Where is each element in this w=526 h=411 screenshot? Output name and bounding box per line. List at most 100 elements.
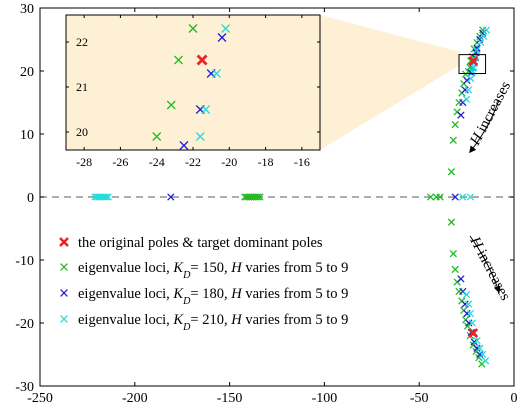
inset-data-point-kd180	[217, 33, 227, 42]
data-point-kd180	[451, 193, 459, 201]
inset-data-points	[152, 24, 231, 150]
data-point-kd180	[457, 275, 465, 283]
lower-increase-arrow	[469, 235, 501, 294]
zoom-region-box	[458, 54, 487, 75]
inset-y-tick-label: 22	[76, 35, 88, 49]
inset-data-point-original-pole	[196, 54, 208, 66]
zoom-connector	[320, 15, 460, 150]
inset-y-tick-label: 20	[76, 125, 88, 139]
y-tick-label: 0	[27, 191, 34, 206]
data-point-kd210	[476, 344, 484, 352]
data-point-kd210	[462, 95, 471, 104]
data-point-kd210	[466, 193, 475, 201]
inset-data-point-kd150	[174, 55, 183, 65]
legend-item-kd210: eigenvalue loci, KD= 210, H varies from …	[60, 312, 348, 333]
data-point-kd210	[473, 336, 481, 345]
lower-increase-label: H increases	[466, 233, 513, 303]
data-point-kd150	[451, 265, 459, 274]
legend-item-kd150: eigenvalue loci, KD= 150, H varies from …	[60, 260, 348, 281]
main-data-points	[91, 26, 491, 368]
legend-marker-kd180	[60, 289, 68, 297]
data-point-kd210	[459, 193, 467, 201]
data-point-kd150	[447, 218, 456, 226]
legend-label-kd210: eigenvalue loci, KD= 210, H varies from …	[78, 312, 348, 333]
data-point-kd210	[468, 319, 476, 327]
inset-data-point-kd210	[212, 69, 222, 78]
data-point-kd180	[167, 193, 175, 201]
data-point-kd210	[481, 357, 490, 365]
legend-label-kd180: eigenvalue loci, KD= 180, H varies from …	[78, 286, 348, 307]
data-point-kd210	[482, 26, 491, 34]
legend-label-original: the original poles & target dominant pol…	[78, 235, 323, 251]
legend-item-original: the original poles & target dominant pol…	[59, 235, 323, 251]
inset-axis-tick-labels: -28 -26 -24 -22 -20 -18 -16 20 21 22	[76, 35, 310, 169]
data-point-kd150	[256, 193, 264, 201]
inset-data-point-kd180	[179, 141, 189, 150]
inset-x-tick-label: -26	[112, 155, 128, 169]
inset-background	[65, 14, 321, 151]
y-tick-label: -20	[15, 317, 34, 332]
data-point-kd210	[104, 193, 112, 201]
data-point-kd210	[102, 193, 111, 201]
legend-item-kd180: eigenvalue loci, KD= 180, H varies from …	[60, 286, 348, 307]
data-point-kd180	[457, 111, 465, 119]
y-tick-label: -10	[15, 254, 34, 269]
data-point-kd150	[254, 193, 262, 201]
data-point-kd150	[436, 193, 444, 201]
legend: the original poles & target dominant pol…	[59, 235, 348, 333]
legend-label-kd150: eigenvalue loci, KD= 150, H varies from …	[78, 260, 348, 281]
data-point-kd180	[461, 86, 469, 94]
x-tick-label: -250	[27, 391, 53, 406]
inset-data-point-kd150	[188, 24, 198, 33]
y-tick-label: 30	[20, 2, 34, 17]
data-point-kd180	[473, 344, 481, 352]
data-point-kd180	[461, 300, 469, 308]
data-point-original-pole	[468, 56, 479, 66]
x-tick-label: 0	[511, 391, 518, 406]
data-point-kd210	[480, 32, 488, 41]
y-tick-label: -30	[15, 380, 34, 395]
upper-increase-arrow	[469, 99, 500, 154]
inset-x-tick-label: -18	[258, 155, 274, 169]
inset-axis-ticks	[66, 15, 320, 150]
legend-marker-original	[59, 237, 69, 247]
data-point-kd210	[464, 86, 473, 94]
x-tick-label: -150	[217, 391, 243, 406]
data-point-kd180	[463, 76, 471, 85]
inset-x-tick-label: -16	[294, 155, 310, 169]
main-axis-ticks	[39, 7, 515, 387]
inset-x-tick-label: -20	[221, 155, 237, 169]
data-point-kd150	[447, 168, 456, 176]
data-point-kd150	[449, 136, 457, 144]
data-point-kd180	[476, 350, 484, 359]
data-point-kd150	[449, 250, 457, 258]
inset-x-tick-label: -24	[149, 155, 165, 169]
y-tick-label: 20	[20, 65, 34, 80]
data-point-kd180	[463, 309, 471, 318]
inset-y-tick-label: 21	[76, 80, 88, 94]
x-tick-label: -50	[410, 391, 429, 406]
inset-data-point-kd210	[221, 24, 231, 33]
data-point-kd210	[477, 38, 485, 47]
data-point-kd150	[426, 193, 435, 201]
data-point-kd210	[466, 309, 475, 318]
inset-data-point-kd150	[166, 100, 176, 110]
inset-data-point-kd210	[201, 105, 211, 114]
x-tick-label: -200	[122, 391, 148, 406]
upper-increase-label: H increases	[467, 79, 514, 149]
data-point-kd210	[479, 350, 487, 359]
inset-data-point-kd150	[152, 132, 162, 141]
data-point-kd210	[467, 74, 475, 83]
legend-marker-kd150	[60, 263, 68, 271]
y-tick-label: 10	[20, 128, 34, 143]
data-point-original-pole	[468, 328, 479, 338]
inset-data-point-kd210	[195, 132, 205, 141]
data-point-kd210	[472, 46, 481, 54]
data-point-kd210	[462, 290, 471, 299]
inset-x-tick-label: -28	[76, 155, 92, 169]
legend-marker-kd210	[60, 315, 68, 323]
inset-x-tick-label: -22	[185, 155, 201, 169]
data-point-kd210	[464, 300, 473, 308]
